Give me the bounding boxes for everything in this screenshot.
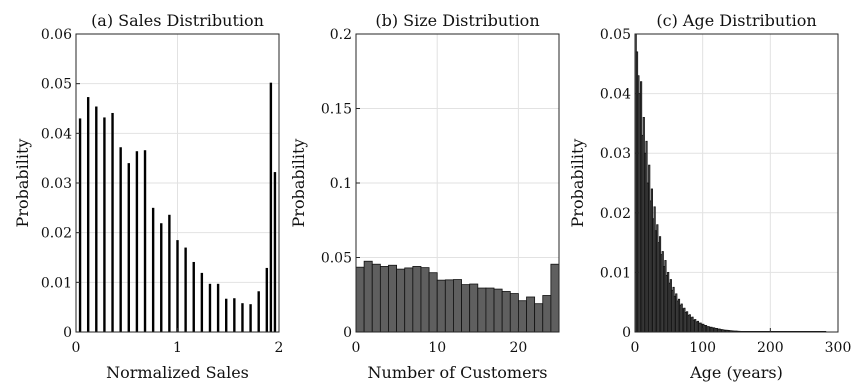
age-x-tick-label: 100: [689, 340, 716, 356]
size-histogram-bar: [477, 287, 487, 333]
sales-x-axis-label: Normalized Sales: [106, 363, 249, 382]
age-y-tick-label: 0.05: [600, 27, 631, 43]
sales-spike-bar: [184, 247, 187, 332]
size-histogram-bar: [509, 293, 519, 333]
sales-spike-bar: [265, 267, 269, 332]
sales-spike-bar: [216, 283, 220, 332]
sales-spike-bar: [241, 303, 244, 332]
sales-y-tick-label: 0: [63, 325, 72, 341]
sales-y-axis-label: Probability: [13, 139, 32, 228]
sales-spike-bar: [111, 112, 114, 332]
sales-chart-title: (a) Sales Distribution: [91, 11, 264, 30]
size-histogram-bar: [493, 288, 503, 333]
age-x-tick-label: 300: [825, 340, 852, 356]
size-chart-title: (b) Size Distribution: [375, 11, 539, 30]
age-y-tick-label: 0.03: [600, 146, 631, 162]
size-y-tick-label: 0.1: [330, 176, 352, 192]
size-histogram-bar: [444, 279, 454, 333]
sales-spike-bar: [119, 147, 122, 332]
sales-x-tick-label: 1: [173, 340, 182, 356]
sales-y-tick-label: 0.02: [41, 226, 72, 242]
panel-sales-distribution: 0 0.01 0.02 0.03 0.04 0.05 0.06 0 1 2 (a) Sales Di…: [13, 11, 283, 382]
size-histogram-bar: [363, 260, 373, 333]
panel-size-distribution: 0 0.05 0.1 0.15 0.2 0 10 20 (b) Size Distributio…: [289, 11, 560, 382]
sales-spike-bar: [78, 118, 82, 332]
size-histogram-bar: [518, 300, 527, 333]
age-chart-title: (c) Age Distribution: [656, 11, 816, 30]
sales-y-tick-label: 0.03: [41, 176, 72, 192]
sales-spike-bar: [269, 82, 273, 332]
age-axes-box: [634, 33, 839, 333]
age-y-axis-label: Probability: [568, 139, 587, 228]
size-histogram-bar: [355, 266, 365, 333]
sales-spike-bar: [176, 240, 179, 332]
size-y-tick-label: 0.2: [330, 27, 352, 43]
sales-x-tick-label: 0: [72, 340, 81, 356]
size-histogram-bar: [453, 279, 462, 333]
sales-spike-bar: [103, 117, 106, 332]
sales-x-tick-label: 2: [275, 340, 284, 356]
sales-spike-bar: [273, 172, 277, 332]
sales-spike-bar: [160, 223, 163, 332]
sales-spike-bar: [249, 304, 252, 332]
age-y-tick-label: 0.01: [600, 265, 631, 281]
sales-y-tick-label: 0.04: [41, 126, 72, 142]
age-x-tick-label: 0: [631, 340, 640, 356]
age-y-tick-label: 0.02: [600, 206, 631, 222]
size-histogram-bar: [550, 263, 560, 333]
size-histogram-bar: [534, 303, 544, 333]
sales-spike-bar: [208, 283, 212, 332]
size-histogram-bar: [428, 272, 438, 333]
sales-spike-bar: [225, 298, 228, 332]
size-histogram-bar: [469, 283, 479, 333]
age-x-axis-label: Age (years): [689, 363, 783, 382]
sales-y-tick-label: 0.05: [41, 77, 72, 93]
sales-spike-bar: [168, 214, 171, 332]
size-y-axis-label: Probability: [289, 139, 308, 228]
sales-spike-bar: [143, 150, 147, 332]
sales-y-tick-label: 0.06: [41, 27, 72, 43]
size-histogram-bar: [420, 267, 430, 333]
size-histogram-bar: [436, 279, 446, 333]
size-histogram-bar: [526, 296, 536, 333]
age-x-tick-label: 200: [757, 340, 784, 356]
panel-age-distribution: 0 0.01 0.02 0.03 0.04 0.05 0 100 200 300 (c) Age D…: [568, 11, 851, 382]
sales-spike-bar: [233, 298, 236, 332]
size-histogram-bar: [412, 266, 422, 333]
sales-spike-bar: [257, 291, 260, 332]
sales-spike-bar: [86, 97, 90, 333]
size-histogram-bar: [542, 295, 552, 333]
size-x-tick-label: 10: [428, 340, 446, 356]
sales-spike-bar: [192, 261, 195, 332]
size-x-tick-label: 20: [509, 340, 527, 356]
age-y-tick-label: 0: [622, 325, 631, 341]
size-histogram-bar: [388, 264, 398, 333]
sales-spike-bar: [151, 207, 155, 332]
size-histogram-bar: [461, 284, 471, 333]
size-x-axis-label: Number of Customers: [368, 363, 548, 382]
size-histogram-bar: [485, 287, 495, 333]
size-histogram-bar: [371, 263, 381, 333]
age-y-tick-label: 0.04: [600, 87, 631, 103]
size-y-tick-label: 0: [343, 325, 352, 341]
sales-y-tick-label: 0.01: [41, 275, 72, 291]
size-histogram-bar: [396, 268, 406, 333]
size-y-tick-label: 0.05: [321, 251, 352, 267]
size-histogram-bar: [501, 291, 511, 333]
sales-spike-bar: [200, 272, 204, 332]
sales-spike-bar: [135, 151, 139, 332]
size-y-tick-label: 0.15: [321, 102, 352, 118]
size-x-tick-label: 0: [352, 340, 361, 356]
sales-spike-bar: [127, 163, 130, 332]
sales-spike-bar: [95, 106, 98, 332]
size-histogram-bar: [404, 267, 414, 333]
size-histogram-bar: [379, 266, 389, 333]
